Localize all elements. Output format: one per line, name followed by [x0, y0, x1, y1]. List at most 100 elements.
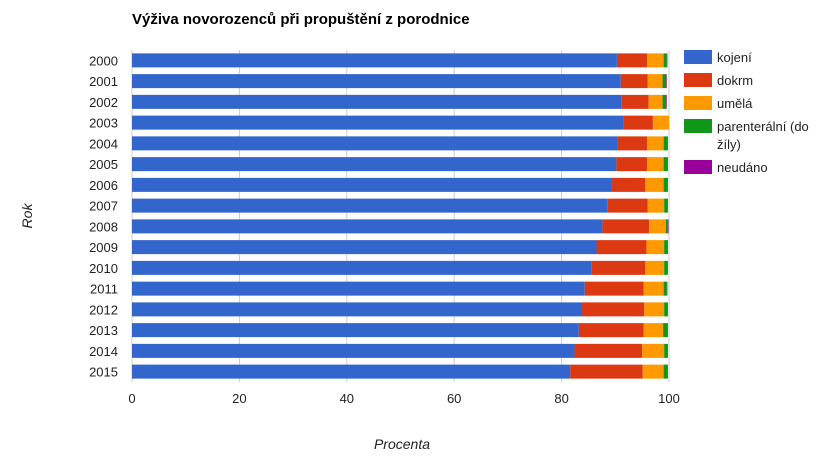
bar-segment [132, 74, 621, 89]
legend-label: neudáno [717, 160, 768, 175]
bar-segment [667, 364, 668, 379]
chart-title: Výživa novorozenců při propuštění z poro… [132, 11, 470, 28]
bar-segment [667, 136, 668, 151]
bar-segment [666, 53, 668, 68]
y-tick-label: 2014 [89, 344, 118, 359]
legend-swatch [684, 160, 712, 174]
bar-segment [132, 343, 575, 358]
bar-segment [667, 302, 668, 317]
y-tick-label: 2010 [89, 261, 118, 276]
legend: kojení dokrm umělá parenterální (do žíly) neu… [684, 50, 809, 175]
bar-segment [652, 115, 669, 130]
bar-segment [646, 240, 665, 255]
y-tick-label: 2012 [89, 302, 118, 317]
y-tick-label: 2000 [89, 53, 118, 68]
bar-segment [665, 219, 668, 234]
y-tick-label: 2015 [89, 365, 118, 380]
y-tick-label: 2005 [89, 157, 118, 172]
x-tick-label: 60 [447, 391, 461, 406]
bar-segment [132, 157, 617, 172]
bar-segment [644, 302, 665, 317]
bar-segment [132, 177, 612, 192]
bar-segment [664, 240, 668, 255]
y-tick-label: 2006 [89, 178, 118, 193]
bar-segment [617, 136, 647, 151]
bar-segment [663, 281, 667, 296]
bar-segment [649, 219, 666, 234]
bar-segment [132, 136, 618, 151]
y-tick-label: 2013 [89, 323, 118, 338]
bar-segment [132, 198, 608, 213]
bar-segment [664, 198, 668, 213]
bar-segment [132, 219, 603, 234]
bar-segment [667, 219, 669, 234]
x-tick-label: 0 [128, 391, 135, 406]
legend-swatch [684, 50, 712, 64]
bar-segment [667, 323, 668, 338]
bar-segment [667, 177, 668, 192]
bar-segment [646, 157, 664, 172]
bar-segment [642, 364, 664, 379]
x-tick-label: 20 [232, 391, 246, 406]
bar-segment [643, 281, 664, 296]
bar-segment [623, 115, 653, 130]
bar-segment [647, 74, 663, 89]
y-tick-label: 2004 [89, 136, 118, 151]
bar-segment [132, 364, 571, 379]
bar-segment [584, 281, 644, 296]
bar-segment [132, 53, 617, 68]
bar-segment [621, 94, 649, 109]
bar-segment [582, 302, 645, 317]
y-tick-labels: 2000 2001 2002 2003 2004 2005 2006 2007 2008 2009… [89, 53, 118, 379]
bar-segment [667, 157, 668, 172]
bar-segment [642, 343, 665, 358]
x-tick-label: 100 [658, 391, 680, 406]
bar-segment [663, 53, 667, 68]
y-tick-label: 2001 [89, 74, 118, 89]
y-tick-label: 2002 [89, 95, 118, 110]
bar-segment [664, 302, 668, 317]
bar-segment [616, 157, 647, 172]
y-tick-label: 2009 [89, 240, 118, 255]
legend-swatch [684, 119, 712, 133]
bar-segment [578, 323, 644, 338]
y-tick-label: 2008 [89, 219, 118, 234]
bar-segment [607, 198, 648, 213]
bar-segment [664, 260, 668, 275]
bar-segment [666, 281, 668, 296]
y-axis-label: Rok [19, 203, 35, 229]
bar-segment [620, 74, 648, 89]
bar-segment [662, 74, 667, 89]
bar-segment [663, 157, 668, 172]
y-tick-label: 2007 [89, 199, 118, 214]
bar-segment [646, 53, 664, 68]
bar-segment [664, 343, 668, 358]
bar-segment [662, 94, 667, 109]
legend-label: parenterální (do [717, 119, 809, 134]
bar-segment [602, 219, 650, 234]
bar-segment [663, 136, 668, 151]
bar-segment [132, 323, 579, 338]
y-tick-label: 2003 [89, 116, 118, 131]
bar-segment [663, 177, 668, 192]
bar-segment [663, 364, 668, 379]
bar-segment [570, 364, 643, 379]
bar-segment [646, 136, 664, 151]
legend-label: dokrm [717, 73, 753, 88]
bar-segment [663, 323, 668, 338]
bar-segment [574, 343, 643, 358]
bar-segment [591, 260, 646, 275]
bar-segment [132, 302, 583, 317]
bar-segment [616, 53, 647, 68]
bar-segment [611, 177, 646, 192]
bar-segment [132, 260, 592, 275]
legend-label: žíly) [717, 137, 741, 152]
legend-label: umělá [717, 96, 753, 111]
x-tick-label: 40 [340, 391, 354, 406]
bar-segment [132, 115, 624, 130]
x-axis-label: Procenta [374, 436, 430, 452]
bar-segment [596, 240, 647, 255]
bar-segment [648, 94, 663, 109]
bar-segment [667, 260, 668, 275]
